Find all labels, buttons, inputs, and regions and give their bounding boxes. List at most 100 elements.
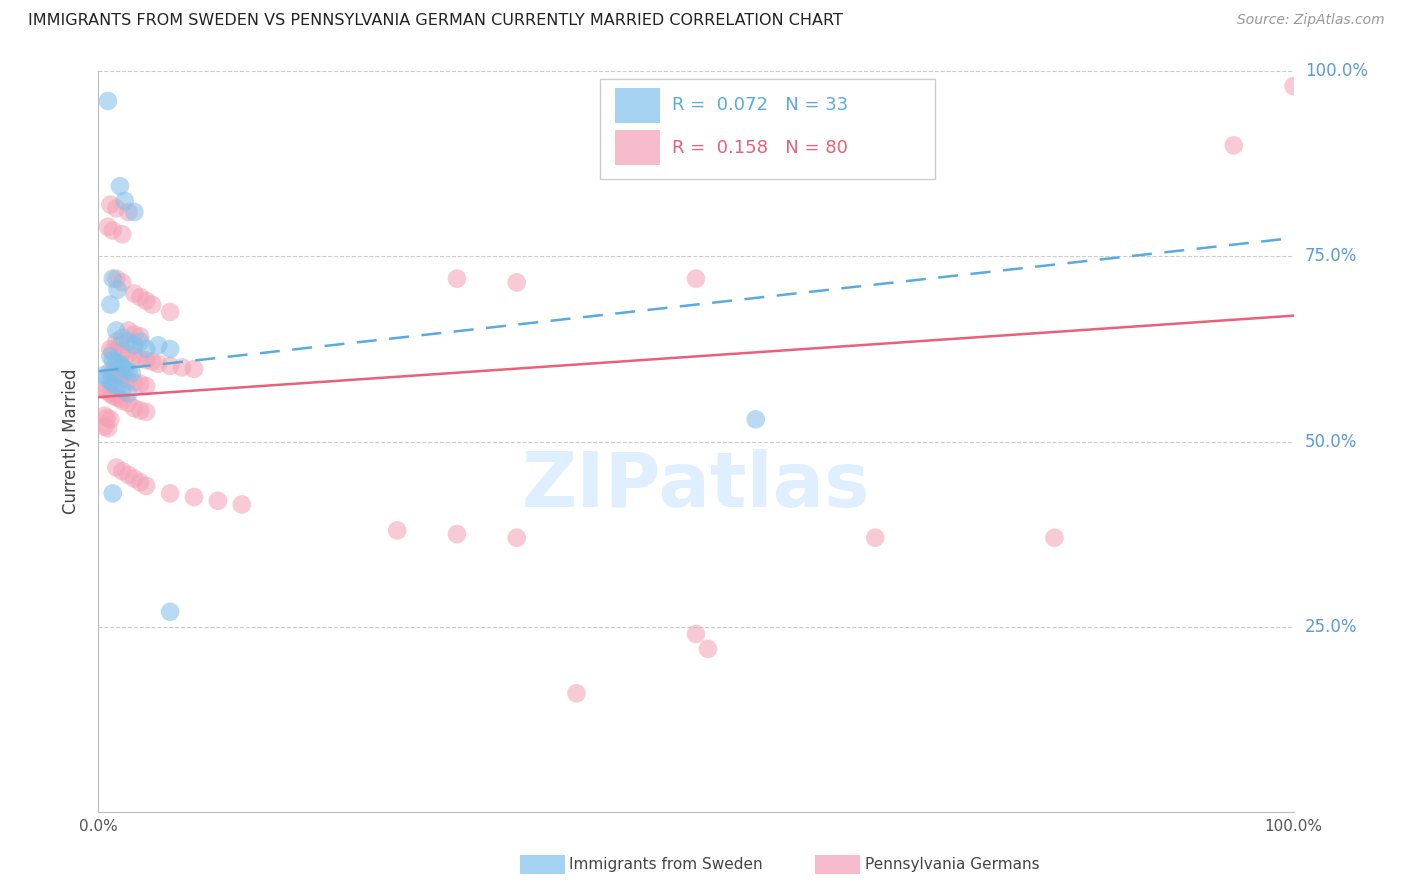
Point (93, 409, 115, 423)
Text: Source: ZipAtlas.com: Source: ZipAtlas.com (1237, 13, 1385, 28)
Point (107, 283, 129, 297)
Point (124, 286, 146, 301)
Point (124, 401, 146, 416)
Point (117, 334, 139, 349)
Point (685, 627, 707, 641)
Point (385, 524, 409, 538)
Point (121, 367, 143, 381)
Point (1043, 531, 1066, 545)
Point (111, 331, 134, 345)
Point (506, 276, 529, 290)
Text: Pennsylvania Germans: Pennsylvania Germans (865, 857, 1039, 871)
Point (111, 383, 134, 397)
Point (207, 493, 229, 508)
Point (101, 353, 124, 368)
Point (105, 368, 128, 382)
Point (135, 405, 157, 419)
Point (1222, 138, 1246, 153)
Point (745, 412, 768, 426)
Point (97, 421, 120, 435)
Point (124, 205, 146, 219)
Text: 50.0%: 50.0% (1305, 433, 1357, 450)
Point (117, 386, 139, 401)
Point (93, 419, 115, 434)
Point (96, 410, 118, 425)
Text: Immigrants from Sweden: Immigrants from Sweden (569, 857, 763, 871)
Point (101, 271, 124, 285)
Point (105, 202, 128, 216)
Point (101, 367, 124, 381)
Point (148, 338, 170, 352)
Point (231, 498, 253, 512)
Point (172, 360, 194, 375)
Point (863, 116, 886, 130)
Point (111, 276, 134, 290)
Point (108, 392, 131, 406)
Point (105, 379, 128, 393)
Point (111, 360, 134, 375)
Point (159, 342, 181, 356)
Point (129, 351, 152, 366)
Text: 25.0%: 25.0% (1305, 617, 1357, 636)
Point (93, 368, 115, 382)
Point (96, 371, 118, 385)
Point (114, 194, 136, 208)
Point (114, 362, 136, 376)
Y-axis label: Currently Married: Currently Married (62, 368, 80, 515)
Point (105, 390, 128, 404)
Point (697, 641, 720, 656)
Point (117, 347, 139, 361)
Point (129, 376, 152, 391)
Point (141, 354, 163, 368)
Point (98, 364, 122, 378)
Point (135, 293, 157, 308)
Point (159, 359, 181, 373)
Point (108, 357, 131, 371)
Point (129, 290, 152, 304)
Point (565, 686, 588, 700)
Point (446, 271, 468, 285)
Point (98, 350, 122, 364)
Point (105, 460, 128, 475)
Point (98, 197, 122, 211)
Point (129, 334, 152, 349)
Point (108, 369, 131, 384)
Point (108, 338, 131, 352)
Point (98, 297, 122, 311)
Point (129, 475, 152, 490)
Text: 75.0%: 75.0% (1305, 247, 1357, 266)
Text: IMMIGRANTS FROM SWEDEN VS PENNSYLVANIA GERMAN CURRENTLY MARRIED CORRELATION CHAR: IMMIGRANTS FROM SWEDEN VS PENNSYLVANIA G… (28, 13, 844, 29)
Point (101, 389, 124, 403)
Text: 100.0%: 100.0% (1305, 62, 1368, 80)
Point (124, 350, 146, 364)
Point (159, 605, 181, 619)
Bar (614, 87, 659, 123)
Point (117, 205, 139, 219)
Point (101, 486, 124, 500)
Point (685, 271, 707, 285)
FancyBboxPatch shape (600, 78, 935, 178)
Point (183, 362, 205, 376)
Point (1282, 79, 1305, 94)
Point (129, 329, 152, 343)
Point (111, 393, 134, 408)
Point (111, 371, 134, 385)
Point (101, 344, 124, 359)
Point (135, 379, 157, 393)
Point (101, 376, 124, 391)
Point (105, 324, 128, 338)
Point (105, 334, 128, 349)
Point (506, 531, 529, 545)
Point (117, 396, 139, 410)
Point (148, 357, 170, 371)
Bar (614, 130, 659, 165)
Point (183, 490, 205, 504)
Point (124, 327, 146, 342)
Text: ZIPatlas: ZIPatlas (522, 449, 870, 523)
Point (98, 342, 122, 356)
Point (124, 471, 146, 485)
Point (105, 354, 128, 368)
Point (98, 374, 122, 388)
Point (108, 179, 131, 194)
Point (111, 345, 134, 359)
